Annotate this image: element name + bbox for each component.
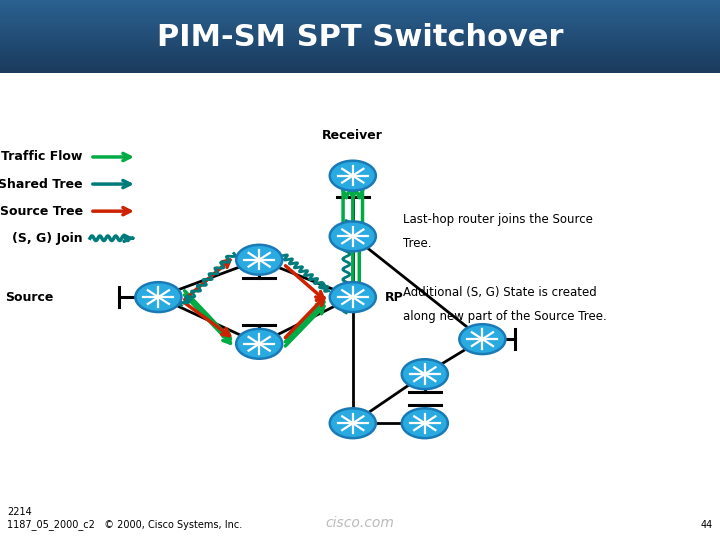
Bar — [0, 0, 720, 1]
Text: Last-hop router joins the Source: Last-hop router joins the Source — [403, 213, 593, 226]
Bar — [0, 72, 720, 73]
Bar — [0, 24, 720, 25]
Bar — [0, 21, 720, 22]
Bar — [0, 13, 720, 14]
Bar — [0, 3, 720, 4]
Bar — [0, 53, 720, 54]
Bar — [0, 29, 720, 30]
Bar — [0, 33, 720, 35]
Circle shape — [236, 245, 282, 275]
Bar — [0, 40, 720, 41]
Bar — [0, 8, 720, 9]
Bar — [0, 68, 720, 69]
Bar — [0, 22, 720, 23]
Text: PIM-SM SPT Switchover: PIM-SM SPT Switchover — [157, 23, 563, 52]
Bar — [0, 51, 720, 52]
Bar — [0, 44, 720, 45]
Bar — [0, 59, 720, 60]
Bar — [0, 26, 720, 28]
Bar — [0, 69, 720, 70]
Bar — [0, 12, 720, 13]
Bar — [0, 48, 720, 49]
Circle shape — [330, 282, 376, 312]
Bar — [0, 15, 720, 16]
Bar — [0, 56, 720, 57]
Text: (S, G) Join: (S, G) Join — [12, 232, 83, 245]
Text: Receiver: Receiver — [323, 130, 383, 143]
Text: cisco.com: cisco.com — [325, 516, 395, 530]
Bar — [0, 50, 720, 51]
Bar — [0, 28, 720, 29]
Bar — [0, 5, 720, 6]
Bar — [0, 36, 720, 37]
Text: Traffic Flow: Traffic Flow — [1, 151, 83, 164]
Bar — [0, 71, 720, 72]
Bar — [0, 2, 720, 3]
Bar — [0, 9, 720, 10]
Bar — [0, 23, 720, 24]
Bar — [0, 18, 720, 19]
Bar — [0, 55, 720, 56]
Circle shape — [330, 408, 376, 438]
Bar — [0, 14, 720, 15]
Bar — [0, 1, 720, 2]
Bar — [0, 17, 720, 18]
Bar — [0, 43, 720, 44]
Bar — [0, 52, 720, 53]
Bar — [0, 37, 720, 38]
Bar — [0, 61, 720, 62]
Circle shape — [330, 221, 376, 251]
Text: Additional (S, G) State is created: Additional (S, G) State is created — [403, 286, 597, 299]
Bar — [0, 11, 720, 12]
Bar — [0, 62, 720, 63]
Bar — [0, 46, 720, 48]
Bar — [0, 25, 720, 26]
Bar — [0, 31, 720, 32]
Bar — [0, 63, 720, 64]
Text: Source Tree: Source Tree — [0, 205, 83, 218]
Circle shape — [135, 282, 181, 312]
Circle shape — [459, 324, 505, 354]
Bar — [0, 41, 720, 42]
Bar — [0, 32, 720, 33]
Bar — [0, 45, 720, 46]
Text: 44: 44 — [701, 519, 713, 530]
Bar — [0, 10, 720, 11]
Bar — [0, 4, 720, 5]
Text: Source: Source — [6, 291, 54, 303]
Circle shape — [330, 161, 376, 191]
Bar — [0, 35, 720, 36]
Bar — [0, 20, 720, 21]
Text: RP: RP — [384, 291, 403, 303]
Text: along new part of the Source Tree.: along new part of the Source Tree. — [403, 310, 607, 323]
Bar — [0, 60, 720, 61]
Bar — [0, 38, 720, 39]
Bar — [0, 49, 720, 50]
Text: Tree.: Tree. — [403, 237, 432, 251]
Bar — [0, 30, 720, 31]
Bar — [0, 58, 720, 59]
Bar — [0, 66, 720, 68]
Text: 2214
1187_05_2000_c2   © 2000, Cisco Systems, Inc.: 2214 1187_05_2000_c2 © 2000, Cisco Syste… — [7, 507, 243, 530]
Bar — [0, 57, 720, 58]
Bar — [0, 54, 720, 55]
Bar — [0, 19, 720, 20]
Bar — [0, 7, 720, 8]
Bar — [0, 16, 720, 17]
Circle shape — [236, 329, 282, 359]
Text: Shared Tree: Shared Tree — [0, 178, 83, 191]
Bar — [0, 6, 720, 7]
Bar — [0, 65, 720, 66]
Circle shape — [402, 359, 448, 389]
Bar — [0, 64, 720, 65]
Circle shape — [402, 408, 448, 438]
Bar — [0, 42, 720, 43]
Bar — [0, 39, 720, 40]
Bar — [0, 70, 720, 71]
